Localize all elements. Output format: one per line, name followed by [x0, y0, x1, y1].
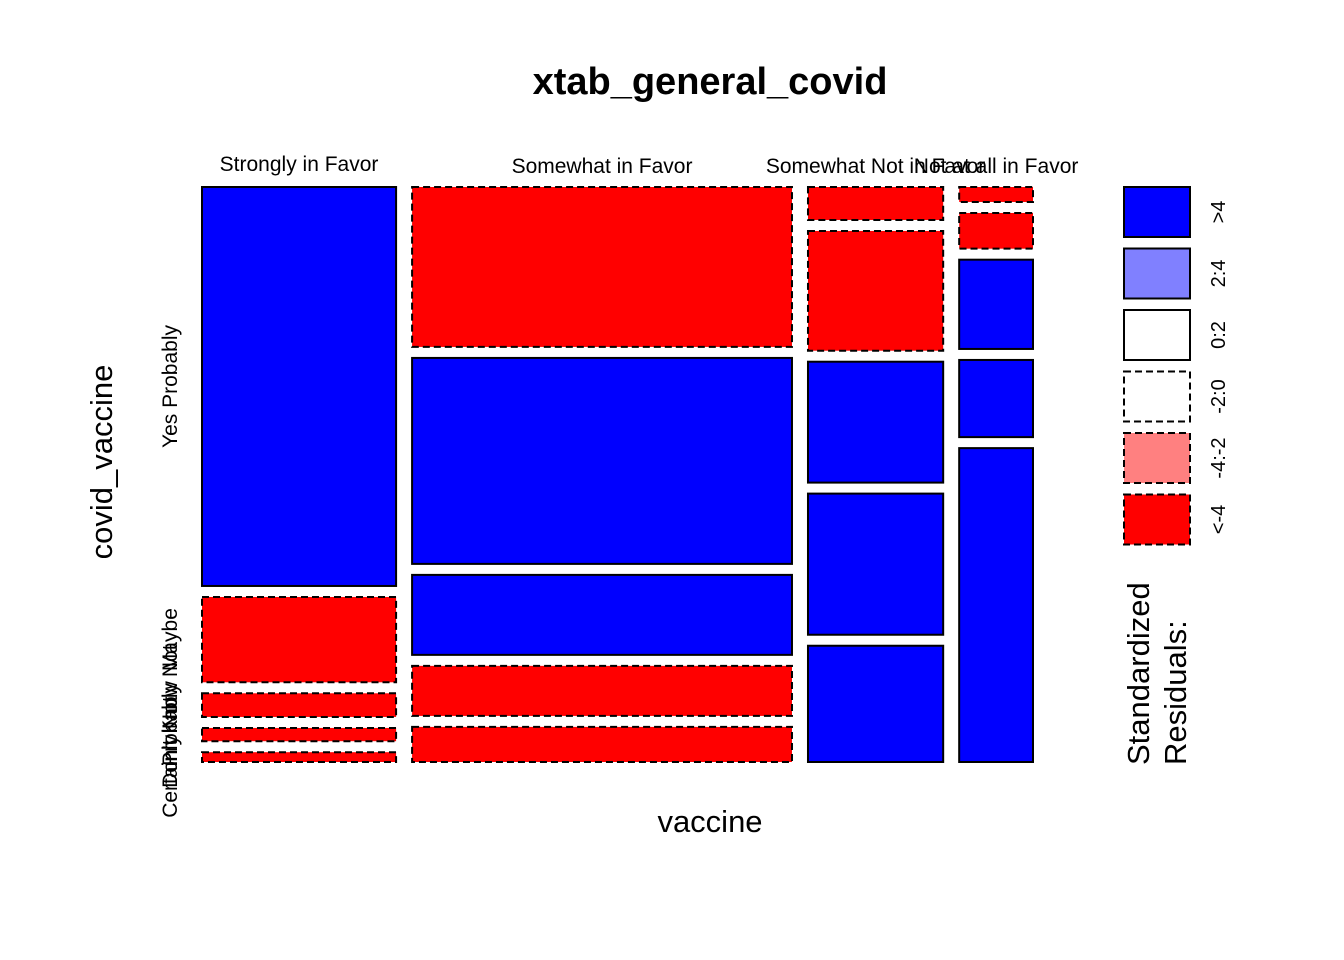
- tile-not-at-all-in-favor-maybe: [958, 211, 1034, 250]
- tile-not-at-all-in-favor-certainly-not: [958, 447, 1034, 763]
- tile-not-at-all-in-favor-probably-not: [958, 258, 1034, 350]
- tile-somewhat-in-favor-don-t-know: [411, 664, 793, 717]
- legend-label-6: <-4: [1208, 505, 1230, 534]
- legend-swatch-3: [1123, 309, 1191, 361]
- x-axis-label: vaccine: [657, 804, 762, 839]
- tile-strongly-in-favor-yes-probably: [201, 186, 398, 587]
- legend-swatch-4: [1123, 370, 1191, 423]
- legend-swatch-2: [1123, 247, 1191, 300]
- legend-label-4: -2:0: [1208, 379, 1230, 413]
- y-tick-label-maybe: Maybe: [159, 608, 182, 671]
- x-tick-label-not-at-all-in-favor: Not at all in Favor: [914, 155, 1079, 178]
- legend-label-1: >4: [1208, 201, 1230, 224]
- legend-title-line-1: Standardized: [1121, 582, 1156, 765]
- legend-swatch-5: [1123, 432, 1191, 484]
- legend: Standardized Residuals: >4 2:4 0:2 -2:0 -4:-…: [1121, 186, 1230, 765]
- mosaic-tiles: [201, 186, 1034, 764]
- legend-title-line-2: Residuals:: [1158, 620, 1193, 765]
- y-tick-label-don-t-know: Don't Know: [159, 680, 182, 788]
- tile-somewhat-not-in-favor-yes-probably: [806, 186, 945, 221]
- tile-strongly-in-favor-don-t-know: [201, 726, 398, 743]
- tile-not-at-all-in-favor-yes-probably: [958, 186, 1034, 203]
- tile-somewhat-not-in-favor-maybe: [806, 229, 945, 352]
- tile-somewhat-not-in-favor-don-t-know: [806, 492, 945, 636]
- tile-strongly-in-favor-probably-not: [201, 692, 398, 718]
- tile-somewhat-not-in-favor-probably-not: [806, 360, 945, 484]
- tile-somewhat-in-favor-certainly-not: [411, 725, 793, 763]
- tile-somewhat-not-in-favor-certainly-not: [806, 644, 945, 763]
- y-tick-label-probably-not: Probably Not: [159, 644, 182, 766]
- tile-somewhat-in-favor-yes-probably: [411, 186, 793, 348]
- y-axis-label: covid_vaccine: [84, 365, 119, 560]
- legend-label-5: -4:-2: [1208, 437, 1230, 478]
- x-tick-label-strongly-in-favor: Strongly in Favor: [220, 153, 379, 176]
- legend-label-3: 0:2: [1208, 321, 1230, 349]
- x-tick-labels: Strongly in Favor Somewhat in Favor Somewh…: [220, 153, 1079, 178]
- y-tick-label-certainly-not: Certainly Not: [159, 696, 182, 818]
- x-tick-label-somewhat-not-in-favor: Somewhat Not in Favor: [766, 155, 985, 178]
- legend-swatch-1: [1123, 186, 1191, 238]
- tile-strongly-in-favor-maybe: [201, 595, 398, 684]
- tile-somewhat-in-favor-maybe: [411, 356, 793, 565]
- tile-not-at-all-in-favor-don-t-know: [958, 358, 1034, 439]
- chart-title: xtab_general_covid: [533, 61, 888, 103]
- legend-label-2: 2:4: [1208, 260, 1230, 288]
- y-tick-label-yes-probably: Yes Probably: [159, 325, 182, 448]
- tile-somewhat-in-favor-probably-not: [411, 573, 793, 656]
- x-tick-label-somewhat-in-favor: Somewhat in Favor: [512, 155, 693, 178]
- tile-strongly-in-favor-certainly-not: [201, 751, 398, 764]
- legend-swatch-6: [1123, 493, 1191, 546]
